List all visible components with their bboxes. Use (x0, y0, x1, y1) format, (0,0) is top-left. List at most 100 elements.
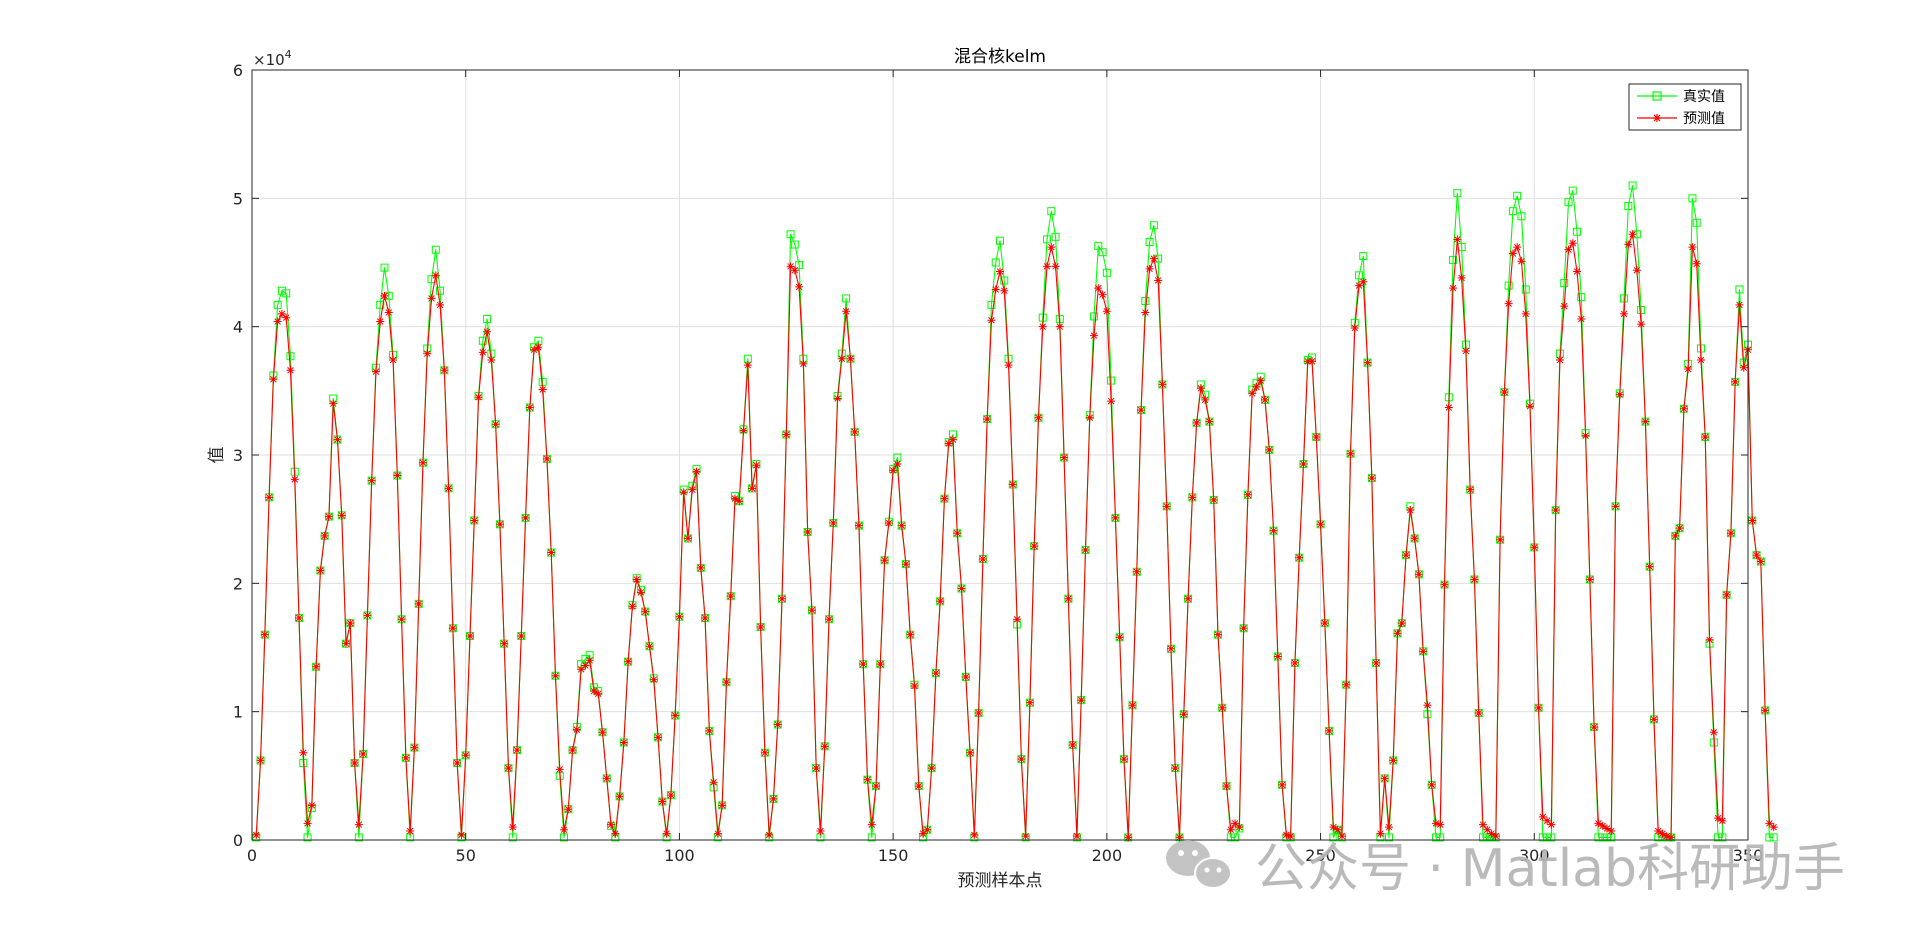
data-point-predicted (1491, 832, 1500, 841)
data-point-predicted (1675, 524, 1684, 533)
data-point-predicted (470, 516, 479, 525)
data-point-predicted (320, 531, 329, 540)
data-point-actual (1513, 191, 1522, 200)
data-point-predicted (461, 751, 470, 760)
data-point-predicted (1483, 825, 1492, 834)
data-point-predicted (1611, 502, 1620, 511)
data-point-predicted (1128, 701, 1137, 710)
data-point-predicted (859, 660, 868, 669)
data-point-predicted (1000, 286, 1009, 295)
data-point-predicted (692, 467, 701, 476)
data-point-predicted (1299, 459, 1308, 468)
data-point-predicted (1406, 506, 1415, 515)
data-point-predicted (1094, 284, 1103, 293)
data-point-predicted (1449, 284, 1458, 293)
data-point-predicted (991, 285, 1000, 294)
data-point-predicted (393, 471, 402, 480)
data-point-predicted (863, 775, 872, 784)
data-point-predicted (1346, 449, 1355, 458)
data-point-predicted (1333, 825, 1342, 834)
data-point-predicted (1149, 254, 1158, 263)
data-point-predicted (589, 687, 598, 696)
data-point-predicted (1325, 726, 1334, 735)
watermark: 公众号 · Matlab科研助手 (1166, 839, 1845, 899)
data-point-predicted (303, 819, 312, 828)
data-point-actual (1564, 198, 1573, 207)
data-point-actual (560, 833, 569, 842)
data-point-predicted (1043, 262, 1052, 271)
data-point-predicted (1363, 358, 1372, 367)
data-point-predicted (624, 657, 633, 666)
data-point-actual (795, 261, 804, 270)
data-point-predicted (1598, 821, 1607, 830)
y-tick-label: 5 (233, 189, 243, 208)
data-point-actual (1598, 833, 1607, 842)
data-point-predicted (897, 521, 906, 530)
legend-item-actual[interactable]: 真实值 (1637, 89, 1725, 105)
data-point-predicted (948, 435, 957, 444)
data-point-actual (1568, 186, 1577, 195)
data-point-predicted (1521, 309, 1530, 318)
data-point-predicted (696, 563, 705, 572)
data-point-predicted (1380, 774, 1389, 783)
data-point-predicted (1440, 580, 1449, 589)
data-point-predicted (1560, 302, 1569, 311)
x-tick-label: 100 (664, 846, 695, 865)
data-point-predicted (1615, 390, 1624, 399)
data-point-predicted (1282, 830, 1291, 839)
data-point-predicted (1688, 243, 1697, 252)
data-point-predicted (1692, 259, 1701, 268)
data-point-predicted (256, 756, 265, 765)
data-point-predicted (1308, 357, 1317, 366)
legend-item-predicted[interactable]: 预测值 (1637, 111, 1725, 127)
data-point-predicted (889, 466, 898, 475)
data-point-actual (376, 300, 385, 309)
data-point-predicted (940, 494, 949, 503)
data-point-predicted (410, 743, 419, 752)
data-point-predicted (337, 511, 346, 520)
data-point-predicted (538, 385, 547, 394)
data-point-predicted (671, 711, 680, 720)
data-point-predicted (517, 631, 526, 640)
data-point-actual (1359, 252, 1368, 261)
data-point-predicted (854, 521, 863, 530)
data-point-predicted (1320, 619, 1329, 628)
data-point-predicted (329, 399, 338, 408)
data-point-predicted (1696, 356, 1705, 365)
data-point-predicted (602, 774, 611, 783)
data-point-actual (1107, 376, 1116, 385)
data-point-predicted (423, 349, 432, 358)
data-point-predicted (500, 639, 509, 648)
data-point-predicted (1316, 520, 1325, 529)
data-point-predicted (666, 791, 675, 800)
data-point-predicted (367, 476, 376, 485)
data-point-predicted (1590, 723, 1599, 732)
y-tick-label: 0 (233, 831, 243, 850)
data-point-predicted (1372, 658, 1381, 667)
data-point-predicted (1658, 829, 1667, 838)
data-point-predicted (901, 560, 910, 569)
data-point-predicted (564, 805, 573, 814)
data-point-predicted (615, 792, 624, 801)
data-point-actual (996, 236, 1004, 245)
data-point-predicted (1474, 708, 1483, 717)
data-point-predicted (299, 748, 308, 757)
data-point-actual (1149, 221, 1158, 230)
y-tick-label: 1 (233, 703, 243, 722)
data-point-predicted (769, 794, 778, 803)
data-point-predicted (376, 317, 385, 326)
data-point-predicted (1461, 347, 1470, 356)
data-point-predicted (782, 430, 791, 439)
legend[interactable]: 真实值 预测值 (1628, 83, 1742, 131)
data-point-actual (1692, 218, 1701, 227)
data-point-predicted (1534, 703, 1543, 712)
data-point-predicted (324, 512, 333, 521)
data-point-predicted (1124, 833, 1133, 842)
data-point-predicted (555, 765, 564, 774)
data-point-predicted (799, 359, 808, 368)
data-point-predicted (1756, 557, 1765, 566)
data-point-predicted (1158, 380, 1167, 389)
data-point-predicted (1021, 832, 1030, 841)
data-point-predicted (1218, 703, 1227, 712)
data-point-predicted (581, 661, 590, 670)
